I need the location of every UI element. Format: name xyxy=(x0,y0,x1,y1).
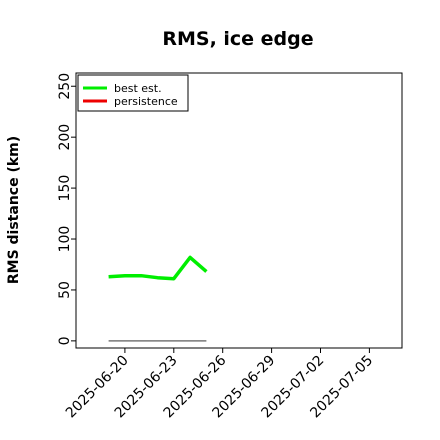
y-tick-label: 150 xyxy=(57,175,73,202)
legend-label-best-est: best est. xyxy=(114,82,162,95)
series-layer xyxy=(108,255,208,281)
series-line-best-est xyxy=(108,255,208,281)
y-tick-label: 250 xyxy=(57,73,73,100)
y-axis: 0 50 100 150 200 250 xyxy=(57,73,76,345)
legend-label-persistence: persistence xyxy=(114,95,178,108)
y-tick-label: 0 xyxy=(57,336,73,345)
plot-area xyxy=(75,72,403,349)
y-tick-label: 200 xyxy=(57,124,73,151)
x-axis: 2025-06-202025-06-232025-06-262025-06-29… xyxy=(63,348,376,421)
legend: best est. persistence xyxy=(77,74,189,112)
y-tick-label: 100 xyxy=(57,226,73,253)
chart-title: RMS, ice edge xyxy=(162,28,313,50)
legend-box xyxy=(77,74,189,112)
y-tick-label: 50 xyxy=(57,281,73,299)
y-axis-label: RMS distance (km) xyxy=(6,136,22,284)
